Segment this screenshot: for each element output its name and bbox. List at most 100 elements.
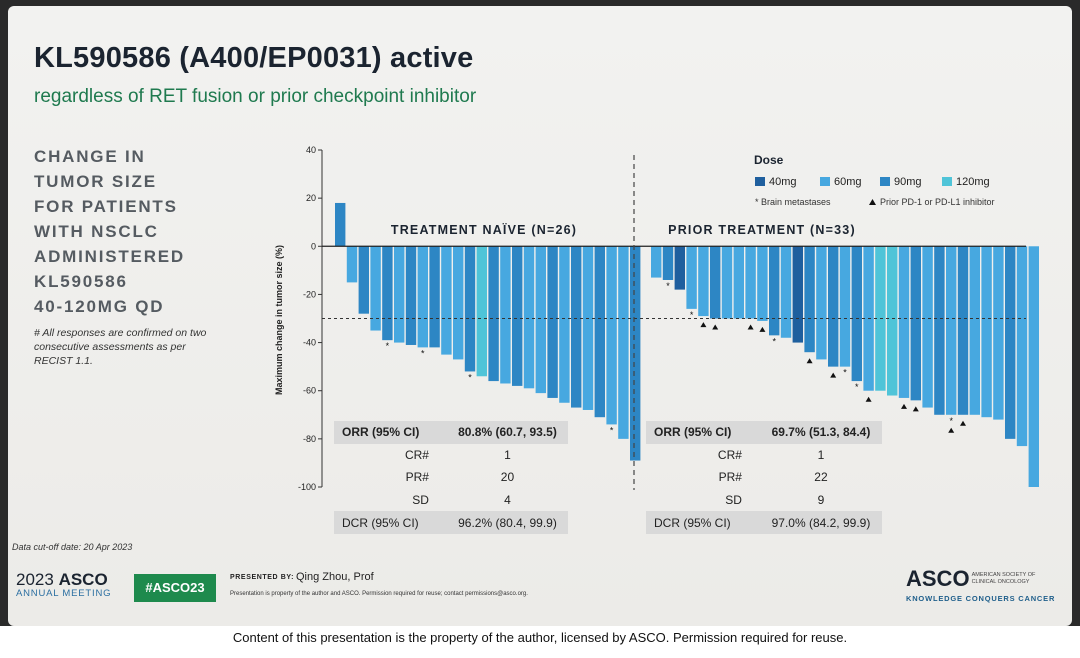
property-note-small: Presentation is property of the author a… <box>230 591 528 597</box>
sd-label: SD <box>725 493 742 508</box>
bar <box>804 246 815 353</box>
bar <box>969 246 980 415</box>
y-tick-label: 0 <box>311 241 316 251</box>
bar <box>594 246 605 418</box>
bar <box>981 246 992 418</box>
sd-value: 4 <box>504 493 511 508</box>
bar <box>922 246 933 408</box>
pr-value: 20 <box>500 470 515 485</box>
orr-value: 80.8% (60.7, 93.5) <box>446 421 568 444</box>
cr-label: CR# <box>717 447 742 462</box>
side-heading-line: FOR PATIENTS <box>34 197 178 216</box>
table-row: PR# 20 <box>334 466 568 489</box>
bar <box>405 246 417 345</box>
asco-meeting-logo: 2023 ASCO ANNUAL MEETING <box>16 570 111 599</box>
asco-society-logo: ASCO AMERICAN SOCIETY OF CLINICAL ONCOLOG… <box>906 566 1066 603</box>
y-tick-label: -80 <box>303 434 316 444</box>
bar <box>839 246 851 367</box>
bar <box>733 246 744 319</box>
brain-metastasis-marker: * <box>386 341 390 351</box>
bar <box>582 246 594 410</box>
bar <box>1028 246 1039 487</box>
prior-pd-marker <box>759 326 766 332</box>
bar <box>745 246 756 319</box>
bar <box>394 246 405 343</box>
bar <box>335 202 346 247</box>
legend-label: 40mg <box>769 176 797 188</box>
brain-metastasis-marker: * <box>772 336 776 346</box>
table-row: ORR (95% CI) 80.8% (60.7, 93.5) <box>334 421 568 444</box>
legend-title: Dose <box>754 153 784 167</box>
bar <box>686 246 697 309</box>
brain-metastasis-marker: * <box>610 425 614 435</box>
bar <box>792 246 803 343</box>
bar <box>710 246 721 319</box>
bar <box>500 246 511 384</box>
pr-value: 22 <box>814 470 828 485</box>
table-row: DCR (95% CI) 97.0% (84.2, 99.9) <box>646 511 882 534</box>
legend-label: 120mg <box>956 176 990 188</box>
prior-pd-marker <box>806 358 813 364</box>
table-row: SD 4 <box>334 489 568 512</box>
prior-pd-marker <box>700 322 707 328</box>
annual-meeting: ANNUAL MEETING <box>16 588 112 599</box>
stats-table-prior: ORR (95% CI) 69.7% (51.3, 84.4) CR# 1 PR… <box>646 421 882 534</box>
slide-title: KL590586 (A400/EP0031) active <box>34 42 474 74</box>
stats-table-naive: ORR (95% CI) 80.8% (60.7, 93.5) CR# 1 PR… <box>334 421 568 534</box>
brain-metastasis-marker: * <box>468 372 472 382</box>
cr-value: 1 <box>504 447 511 462</box>
legend-swatch <box>942 177 952 186</box>
side-heading-line: WITH NSCLC <box>34 222 159 241</box>
table-row: DCR (95% CI) 96.2% (80.4, 99.9) <box>334 511 568 534</box>
bar <box>535 246 546 394</box>
legend-swatch <box>880 177 890 186</box>
table-row: CR# 1 <box>334 444 568 467</box>
side-heading-line: 40-120MG QD <box>34 297 165 316</box>
y-tick-label: 40 <box>306 145 316 155</box>
bar <box>662 246 674 280</box>
legend-layer: Dose 40mg 60mg 90mg 120mg * Brain metastases P… <box>754 153 995 207</box>
bar <box>571 246 582 408</box>
bar <box>523 246 535 389</box>
bar <box>618 246 629 439</box>
side-heading: CHANGE IN TUMOR SIZE FOR PATIENTS WITH N… <box>34 144 234 319</box>
bar <box>547 246 558 398</box>
bar <box>887 246 898 396</box>
pr-label: PR# <box>405 470 429 485</box>
legend-swatch <box>820 177 830 186</box>
bar <box>721 246 733 319</box>
bar <box>816 246 827 360</box>
axis-layer: 40 20 0 -20 -40 -60 -80 -100 Maximum change in t… <box>274 145 1026 492</box>
presented-by-label: PRESENTED BY: <box>230 574 295 581</box>
bar <box>698 246 709 317</box>
bar <box>898 246 910 398</box>
presenter-name: Qing Zhou, Prof <box>296 571 374 583</box>
bar <box>1016 246 1028 447</box>
bar <box>828 246 839 367</box>
prior-pd-marker <box>912 406 919 412</box>
brain-metastasis-marker: * <box>421 348 425 358</box>
bottom-copyright: Content of this presentation is the prop… <box>232 630 848 645</box>
hashtag-badge: #ASCO23 <box>134 574 216 602</box>
group-title: TREATMENT NAÏVE (N=26) <box>391 222 577 237</box>
prior-pd-marker <box>747 324 754 330</box>
bar <box>488 246 499 382</box>
asco-year: 2023 <box>16 570 54 589</box>
bar <box>993 246 1004 420</box>
bar <box>476 246 487 377</box>
asco-logo-text: ASCO <box>906 566 970 591</box>
data-cutoff: Data cut-off date: 20 Apr 2023 <box>12 542 133 552</box>
bar <box>429 246 440 348</box>
bar <box>358 246 369 314</box>
side-heading-line: TUMOR SIZE <box>34 172 157 191</box>
pr-label: PR# <box>718 470 742 485</box>
slide-subtitle: regardless of RET fusion or prior checkp… <box>34 86 477 107</box>
asco-name: ASCO <box>58 570 108 589</box>
bar <box>946 246 957 415</box>
bar <box>559 246 570 403</box>
dcr-value: 97.0% (84.2, 99.9) <box>759 511 882 534</box>
orr-label: ORR (95% CI) <box>646 421 760 444</box>
cr-label: CR# <box>404 447 429 462</box>
table-row: CR# 1 <box>646 444 882 467</box>
bar <box>512 246 523 386</box>
